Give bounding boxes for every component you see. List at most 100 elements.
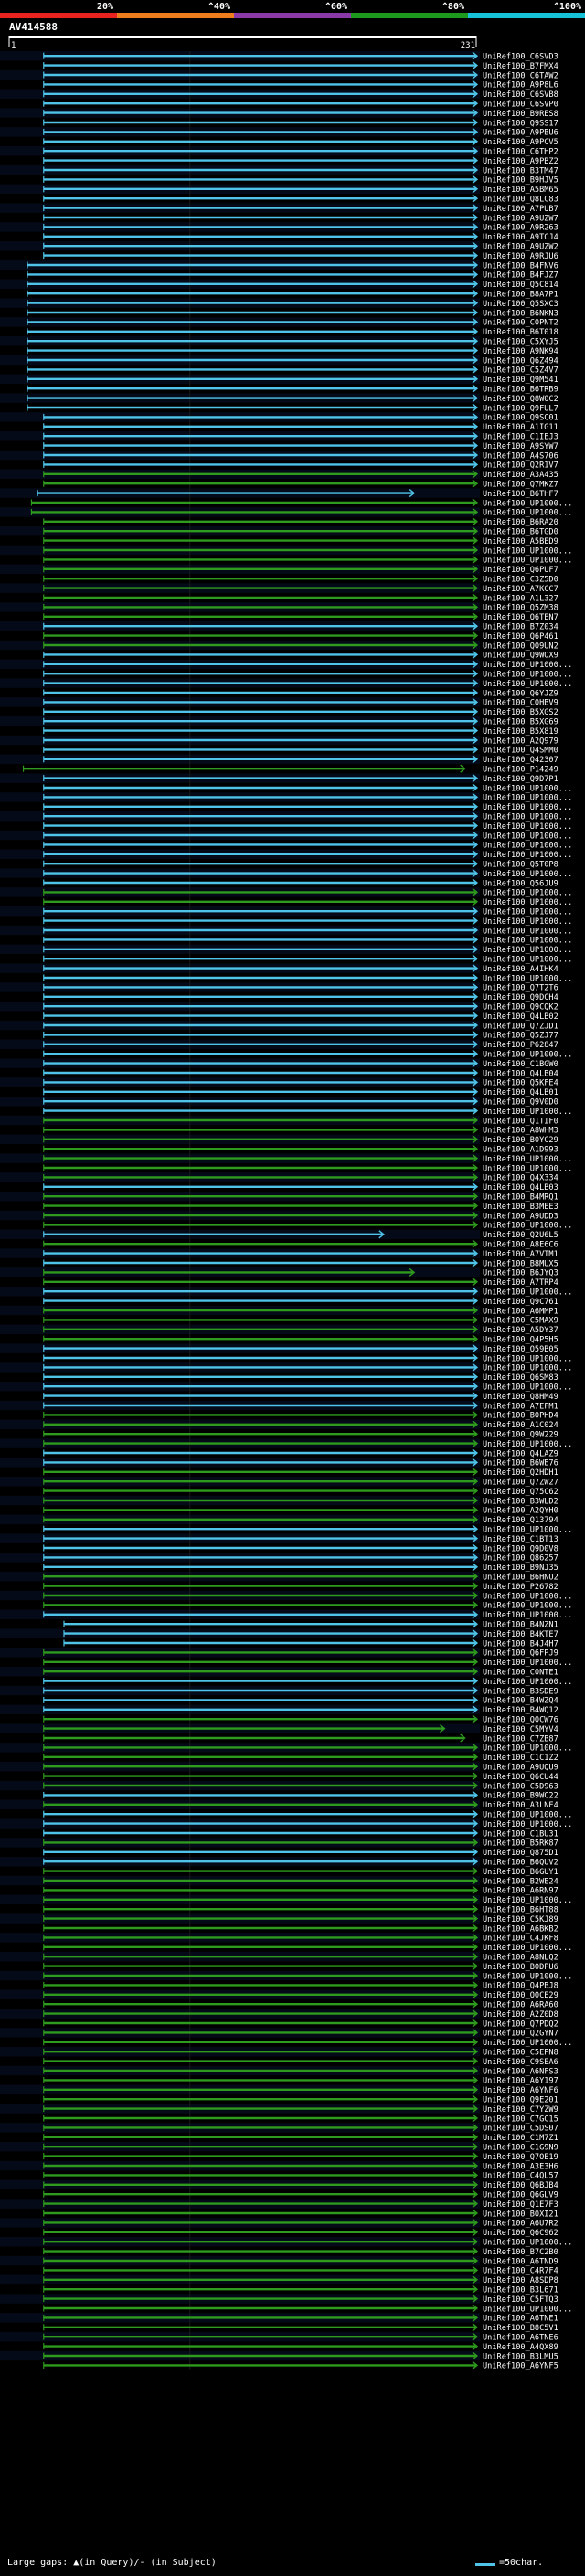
hit-label[interactable]: UniRef100_Q7OE19 — [483, 2153, 558, 2162]
hit-label[interactable]: UniRef100_UP1000... — [483, 1288, 572, 1298]
hit-label[interactable]: UniRef100_Q5T0P8 — [483, 861, 558, 870]
hit-label[interactable]: UniRef100_Q9SC01 — [483, 414, 558, 423]
hit-label[interactable]: UniRef100_Q6TEN7 — [483, 613, 558, 622]
hit-label[interactable]: UniRef100_UP1000... — [483, 1164, 572, 1173]
hit-label[interactable]: UniRef100_UP1000... — [483, 1744, 572, 1754]
hit-label[interactable]: UniRef100_A9UDD3 — [483, 1212, 558, 1221]
hit-label[interactable]: UniRef100_B4J4H7 — [483, 1639, 558, 1648]
hit-label[interactable]: UniRef100_B7FMX4 — [483, 62, 558, 71]
hit-label[interactable]: UniRef100_UP1000... — [483, 813, 572, 822]
hit-label[interactable]: UniRef100_B7C2B0 — [483, 2248, 558, 2257]
hit-label[interactable]: UniRef100_Q0CW76 — [483, 1716, 558, 1725]
hit-label[interactable]: UniRef100_C6SVB8 — [483, 90, 558, 100]
hit-label[interactable]: UniRef100_Q4X334 — [483, 1174, 558, 1183]
hit-label[interactable]: UniRef100_B4NZN1 — [483, 1621, 558, 1630]
hit-label[interactable]: UniRef100_Q0CE29 — [483, 1991, 558, 2000]
hit-label[interactable]: UniRef100_A4QX89 — [483, 2343, 558, 2352]
hit-label[interactable]: UniRef100_B0PHD4 — [483, 1412, 558, 1421]
hit-label[interactable]: UniRef100_Q4SMM0 — [483, 747, 558, 756]
hit-label[interactable]: UniRef100_Q7T2T6 — [483, 984, 558, 993]
hit-label[interactable]: UniRef100_Q6PUF7 — [483, 566, 558, 575]
hit-label[interactable]: UniRef100_B6WE76 — [483, 1459, 558, 1468]
hit-label[interactable]: UniRef100_B4WQ12 — [483, 1706, 558, 1715]
hit-label[interactable]: UniRef100_UP1000... — [483, 1364, 572, 1373]
hit-label[interactable]: UniRef100_Q13794 — [483, 1516, 558, 1525]
hit-label[interactable]: UniRef100_Q8W0C2 — [483, 395, 558, 404]
hit-label[interactable]: UniRef100_A9R263 — [483, 224, 558, 233]
hit-label[interactable]: UniRef100_Q2U6L5 — [483, 1231, 558, 1240]
hit-label[interactable]: UniRef100_B4WZQ4 — [483, 1697, 558, 1706]
hit-label[interactable]: UniRef100_B6QUV2 — [483, 1859, 558, 1868]
hit-label[interactable]: UniRef100_C9SEA6 — [483, 2058, 558, 2067]
hit-label[interactable]: UniRef100_UP1000... — [483, 2239, 572, 2248]
hit-label[interactable]: UniRef100_Q6C962 — [483, 2229, 558, 2238]
hit-label[interactable]: UniRef100_UP1000... — [483, 1611, 572, 1620]
hit-label[interactable]: UniRef100_A8WHM3 — [483, 1127, 558, 1136]
hit-label[interactable]: UniRef100_C6SVD3 — [483, 53, 558, 62]
hit-label[interactable]: UniRef100_Q75C62 — [483, 1488, 558, 1497]
hit-label[interactable]: UniRef100_C1BGW0 — [483, 1060, 558, 1069]
hit-label[interactable]: UniRef100_A1L327 — [483, 594, 558, 603]
hit-label[interactable]: UniRef100_C5MAX9 — [483, 1317, 558, 1326]
hit-label[interactable]: UniRef100_Q9E201 — [483, 2096, 558, 2105]
hit-label[interactable]: UniRef100_Q4LB04 — [483, 1069, 558, 1078]
hit-label[interactable]: UniRef100_B6NKN3 — [483, 309, 558, 318]
hit-label[interactable]: UniRef100_Q6FPJ9 — [483, 1649, 558, 1659]
hit-label[interactable]: UniRef100_UP1000... — [483, 680, 572, 689]
hit-label[interactable]: UniRef100_UP1000... — [483, 908, 572, 917]
hit-label[interactable]: UniRef100_A9RJU6 — [483, 252, 558, 261]
hit-label[interactable]: UniRef100_Q2GYN7 — [483, 2030, 558, 2039]
hit-label[interactable]: UniRef100_UP1000... — [483, 546, 572, 556]
hit-label[interactable]: UniRef100_P26782 — [483, 1583, 558, 1592]
hit-label[interactable]: UniRef100_B2WE24 — [483, 1877, 558, 1886]
hit-label[interactable]: UniRef100_Q9D7P1 — [483, 775, 558, 784]
hit-label[interactable]: UniRef100_C3Z5D0 — [483, 576, 558, 585]
hit-label[interactable]: UniRef100_A5BM65 — [483, 186, 558, 195]
hit-label[interactable]: UniRef100_A6RA60 — [483, 2001, 558, 2010]
hit-label[interactable]: UniRef100_A5BED9 — [483, 537, 558, 546]
hit-label[interactable]: UniRef100_Q4LB01 — [483, 1088, 558, 1097]
hit-label[interactable]: UniRef100_Q6GLV9 — [483, 2191, 558, 2200]
hit-label[interactable]: UniRef100_A6YNF6 — [483, 2086, 558, 2095]
hit-label[interactable]: UniRef100_C7GC15 — [483, 2115, 558, 2124]
hit-label[interactable]: UniRef100_Q4LB02 — [483, 1012, 558, 1022]
hit-label[interactable]: UniRef100_C1BT13 — [483, 1535, 558, 1544]
hit-label[interactable]: UniRef100_Q1TIF0 — [483, 1117, 558, 1126]
hit-label[interactable]: UniRef100_A7EFM1 — [483, 1402, 558, 1411]
hit-label[interactable]: UniRef100_B9WC22 — [483, 1792, 558, 1801]
hit-label[interactable]: UniRef100_C1IEJ3 — [483, 433, 558, 442]
hit-label[interactable]: UniRef100_A7VTM1 — [483, 1250, 558, 1259]
hit-label[interactable]: UniRef100_C5XYJ5 — [483, 338, 558, 347]
hit-label[interactable]: UniRef100_Q9C761 — [483, 1298, 558, 1307]
hit-label[interactable]: UniRef100_A6RN97 — [483, 1887, 558, 1896]
hit-label[interactable]: UniRef100_A9NK94 — [483, 347, 558, 356]
hit-label[interactable]: UniRef100_A4S706 — [483, 451, 558, 461]
hit-label[interactable]: UniRef100_UP1000... — [483, 832, 572, 841]
hit-label[interactable]: UniRef100_B6THF7 — [483, 490, 558, 499]
hit-label[interactable]: UniRef100_UP1000... — [483, 1155, 572, 1164]
hit-label[interactable]: UniRef100_B5RK87 — [483, 1839, 558, 1849]
hit-label[interactable]: UniRef100_C4QL57 — [483, 2172, 558, 2181]
hit-label[interactable]: UniRef100_Q8HM49 — [483, 1393, 558, 1402]
hit-label[interactable]: UniRef100_B4MRQ1 — [483, 1193, 558, 1203]
hit-label[interactable]: UniRef100_Q56JU9 — [483, 879, 558, 888]
hit-label[interactable]: UniRef100_A9PCV5 — [483, 138, 558, 147]
hit-label[interactable]: UniRef100_A6YNF5 — [483, 2362, 558, 2371]
hit-label[interactable]: UniRef100_B5XG69 — [483, 718, 558, 727]
hit-label[interactable]: UniRef100_Q875D1 — [483, 1849, 558, 1858]
hit-label[interactable]: UniRef100_Q86257 — [483, 1554, 558, 1564]
hit-label[interactable]: UniRef100_UP1000... — [483, 870, 572, 879]
hit-label[interactable]: UniRef100_A1IG11 — [483, 423, 558, 432]
hit-label[interactable]: UniRef100_Q5ZM38 — [483, 604, 558, 613]
hit-label[interactable]: UniRef100_UP1000... — [483, 842, 572, 851]
hit-label[interactable]: UniRef100_B0XI21 — [483, 2210, 558, 2219]
hit-label[interactable]: UniRef100_A6TNE1 — [483, 2315, 558, 2324]
hit-label[interactable]: UniRef100_A6NFS3 — [483, 2067, 558, 2076]
hit-label[interactable]: UniRef100_C5D963 — [483, 1782, 558, 1791]
hit-label[interactable]: UniRef100_Q42307 — [483, 756, 558, 765]
hit-label[interactable]: UniRef100_A8E6C6 — [483, 1241, 558, 1250]
hit-label[interactable]: UniRef100_Q9CQK2 — [483, 1003, 558, 1012]
hit-label[interactable]: UniRef100_Q5ZJ77 — [483, 1032, 558, 1041]
hit-label[interactable]: UniRef100_Q7PDQ2 — [483, 2019, 558, 2029]
hit-label[interactable]: UniRef100_Q2HDH1 — [483, 1468, 558, 1478]
